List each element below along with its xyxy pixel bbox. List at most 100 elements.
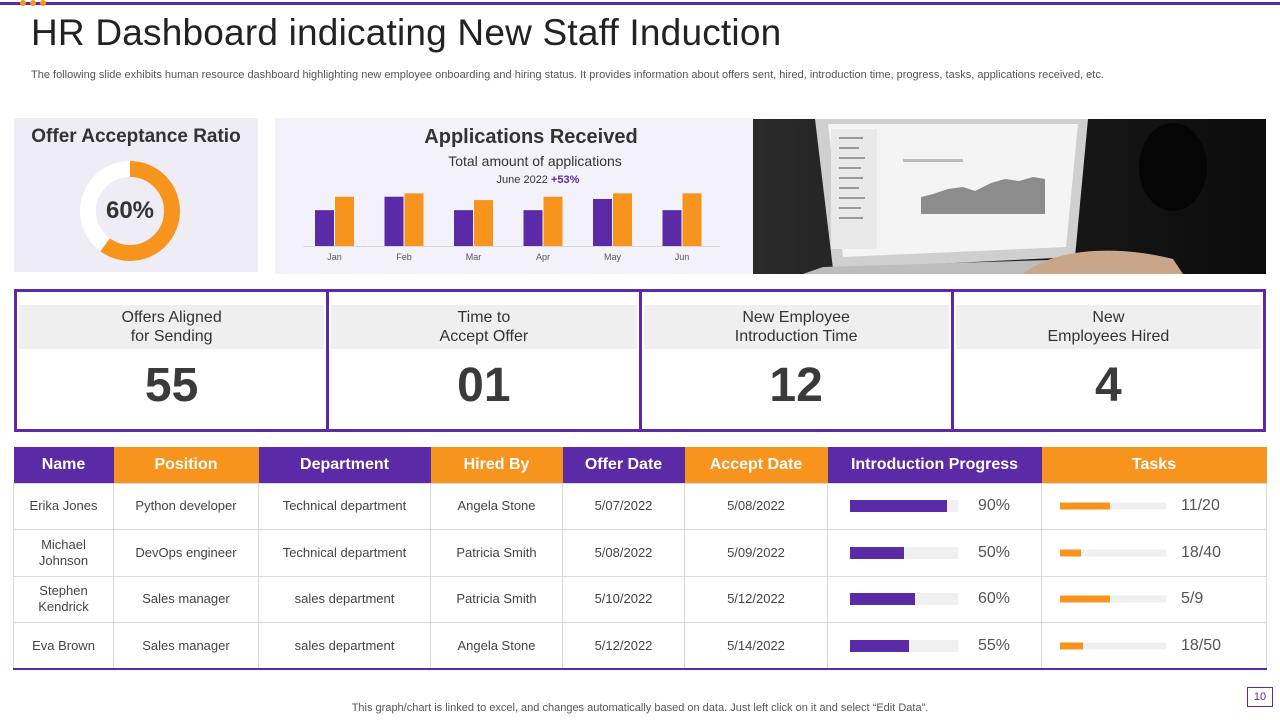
applications-card[interactable]: Jan Feb Mar Apr May Jun Applications Received…	[275, 118, 753, 274]
kpi-label: Offers Aligned for Sending	[19, 305, 325, 349]
bar-jun-series-1[interactable]	[662, 210, 682, 246]
cell-hired-by: Angela Stone	[430, 482, 563, 530]
cell-hired-by: Patricia Smith	[430, 529, 563, 577]
kpi-value: 55	[144, 359, 199, 412]
offer-acceptance-donut	[80, 161, 180, 261]
kpi-row: Offers Aligned for Sending 55 Time to Ac…	[14, 289, 1266, 432]
cell-introduction-progress: 55%	[827, 622, 1042, 670]
applications-period: June 2022 +53%	[275, 174, 801, 186]
bar-jan-series-2[interactable]	[335, 196, 354, 246]
cell-tasks: 11/20	[1041, 482, 1267, 530]
cell-introduction-progress: 60%	[827, 575, 1042, 623]
bar-apr-series-2[interactable]	[543, 196, 563, 246]
cell-accept-date: 5/08/2022	[684, 482, 828, 530]
table-row[interactable]: Erika Jones Python developer Technical dep…	[13, 482, 1267, 530]
laptop-photo	[753, 119, 1266, 274]
tasks-count: 11/20	[1181, 497, 1220, 515]
cell-accept-date: 5/09/2022	[684, 529, 828, 577]
table-row[interactable]: Eva Brown Sales manager sales department An…	[13, 622, 1267, 670]
staff-table: Name Position Department Hired By Offer …	[13, 447, 1267, 670]
progress-bar-fill	[850, 593, 915, 606]
kpi-value: 01	[457, 359, 511, 412]
col-header-tasks[interactable]: Tasks	[1041, 447, 1267, 483]
progress-bar-fill	[850, 500, 948, 513]
progress-bar-track	[850, 593, 958, 606]
cell-offer-date: 5/10/2022	[562, 575, 685, 623]
bar-feb-series-1[interactable]	[384, 196, 404, 246]
bar-mar-series-2[interactable]	[474, 200, 493, 246]
applications-subtitle: Total amount of applications	[448, 153, 622, 169]
bar-mar-series-1[interactable]	[454, 210, 473, 246]
cell-accept-date: 5/12/2022	[684, 575, 828, 623]
cell-position: DevOps engineer	[113, 529, 259, 577]
cell-name: Michael Johnson	[13, 529, 114, 577]
progress-percent: 55%	[978, 636, 1011, 654]
bar-jan-series-1[interactable]	[315, 210, 334, 246]
tasks-bar-track	[1060, 595, 1166, 603]
tasks-bar-fill	[1060, 642, 1084, 649]
page-title: HR Dashboard indicating New Staff Induct…	[31, 12, 782, 53]
page-subtitle: The following slide exhibits human resou…	[31, 69, 1104, 81]
col-header-offer-date[interactable]: Offer Date	[562, 447, 685, 483]
tasks-bar-fill	[1060, 595, 1110, 603]
period-text: June 2022	[496, 174, 548, 186]
cell-introduction-progress: 90%	[827, 482, 1042, 530]
tasks-count: 18/50	[1181, 636, 1222, 654]
kpi-employees-hired: New Employees Hired 4	[954, 292, 1263, 429]
kpi-value: 12	[769, 359, 823, 412]
offer-acceptance-title: Offer Acceptance Ratio	[31, 126, 241, 147]
cell-name: Stephen Kendrick	[13, 575, 114, 623]
cell-offer-date: 5/08/2022	[562, 529, 685, 577]
offer-acceptance-card[interactable]: Offer Acceptance Ratio 60%	[14, 118, 258, 272]
bar-may-series-1[interactable]	[593, 198, 612, 246]
col-header-hired-by[interactable]: Hired By	[430, 447, 563, 483]
bar-feb-series-2[interactable]	[404, 193, 424, 246]
bar-may-series-2[interactable]	[613, 193, 632, 246]
donut-value-arc	[80, 161, 180, 261]
kpi-time-to-accept: Time to Accept Offer 01	[329, 292, 642, 429]
applications-bar-chart[interactable]: Jan Feb Mar Apr May Jun	[275, 118, 753, 274]
progress-percent: 90%	[978, 497, 1011, 515]
laptop-illustration	[753, 119, 1266, 274]
cell-hired-by: Angela Stone	[430, 622, 563, 670]
tasks-count: 5/9	[1181, 590, 1204, 608]
x-tick-label: Jun	[675, 252, 690, 262]
kpi-introduction-time: New Employee Introduction Time 12	[642, 292, 954, 429]
table-header-row: Name Position Department Hired By Offer …	[13, 447, 1267, 483]
x-tick-label: May	[604, 252, 622, 262]
cell-department: Technical department	[258, 529, 431, 577]
cell-position: Sales manager	[113, 622, 259, 670]
footer-note: This graph/chart is linked to excel, and…	[351, 702, 929, 714]
cell-department: sales department	[258, 575, 431, 623]
cell-tasks: 18/50	[1041, 622, 1267, 670]
tasks-bar-track	[1060, 502, 1166, 510]
col-header-position[interactable]: Position	[113, 447, 259, 483]
progress-percent: 60%	[978, 590, 1011, 608]
offer-acceptance-value: 60%	[105, 197, 155, 224]
col-header-department[interactable]: Department	[258, 447, 431, 483]
col-header-accept-date[interactable]: Accept Date	[684, 447, 828, 483]
kpi-label: Time to Accept Offer	[331, 305, 637, 349]
cell-accept-date: 5/14/2022	[684, 622, 828, 670]
x-tick-label: Mar	[466, 252, 482, 262]
cell-department: Technical department	[258, 482, 431, 530]
cell-offer-date: 5/07/2022	[562, 482, 685, 530]
x-tick-label: Apr	[536, 252, 550, 262]
kpi-label: New Employees Hired	[955, 305, 1261, 349]
col-header-name[interactable]: Name	[13, 447, 114, 483]
col-header-introduction-progress[interactable]: Introduction Progress	[827, 447, 1042, 483]
cell-department: sales department	[258, 622, 431, 670]
x-tick-label: Jan	[327, 252, 342, 262]
progress-bar-fill	[850, 546, 904, 559]
bar-apr-series-1[interactable]	[523, 210, 543, 246]
table-row[interactable]: Michael Johnson DevOps engineer Technical …	[13, 529, 1267, 577]
cell-introduction-progress: 50%	[827, 529, 1042, 577]
top-accent-line	[0, 2, 1280, 5]
x-tick-label: Feb	[396, 252, 412, 262]
tasks-bar-fill	[1060, 549, 1082, 557]
bar-jun-series-2[interactable]	[682, 193, 702, 246]
table-row[interactable]: Stephen Kendrick Sales manager sales depar…	[13, 575, 1267, 623]
cell-tasks: 18/40	[1041, 529, 1267, 577]
kpi-offers-aligned: Offers Aligned for Sending 55	[17, 292, 330, 429]
kpi-value: 4	[1095, 359, 1122, 412]
